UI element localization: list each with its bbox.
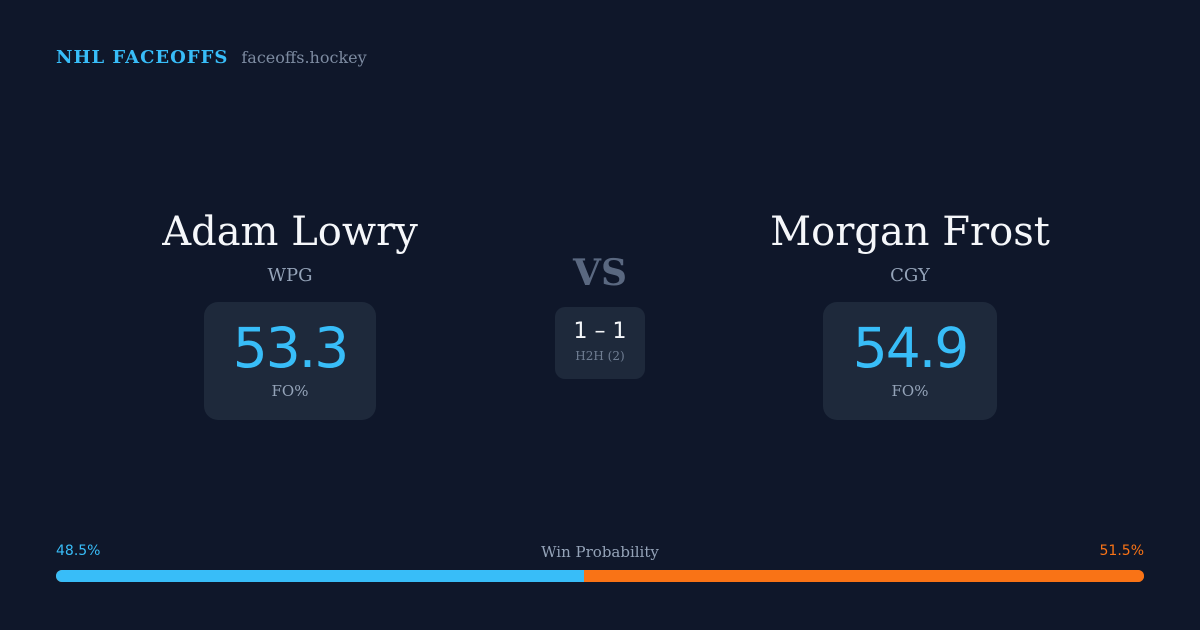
faceoff-percentage: 54.9 [852,316,969,380]
faceoff-percentage: 53.3 [232,316,349,380]
win-probability-bar [56,570,1144,582]
brand-site: faceoffs.hockey [241,48,367,67]
player-card-left: Adam Lowry WPG 53.3 FO% [140,204,440,420]
player-name: Morgan Frost [770,209,1050,255]
win-probability-left: 48.5% [56,543,101,559]
win-probability-title: Win Probability [541,543,659,561]
faceoff-stat-box: 54.9 FO% [823,302,997,420]
player-team: WPG [267,265,313,286]
player-name: Adam Lowry [162,209,418,255]
win-probability-labels: 48.5% Win Probability 51.5% [56,543,1144,563]
head-to-head-label: H2H (2) [575,349,625,363]
head-to-head-box: 1 – 1 H2H (2) [555,307,645,379]
win-probability-bar-left [56,570,584,582]
head-to-head-score: 1 – 1 [573,319,627,344]
faceoff-stat-box: 53.3 FO% [204,302,376,420]
versus-label: VS [573,252,627,294]
faceoff-label: FO% [891,382,929,400]
win-probability-bar-right [583,570,1144,582]
win-probability-right: 51.5% [1099,543,1144,559]
faceoff-label: FO% [271,382,309,400]
brand-header: NHL FACEOFFS faceoffs.hockey [56,47,367,68]
player-team: CGY [890,265,930,286]
player-card-right: Morgan Frost CGY 54.9 FO% [760,204,1060,420]
brand-name: NHL FACEOFFS [56,47,229,68]
